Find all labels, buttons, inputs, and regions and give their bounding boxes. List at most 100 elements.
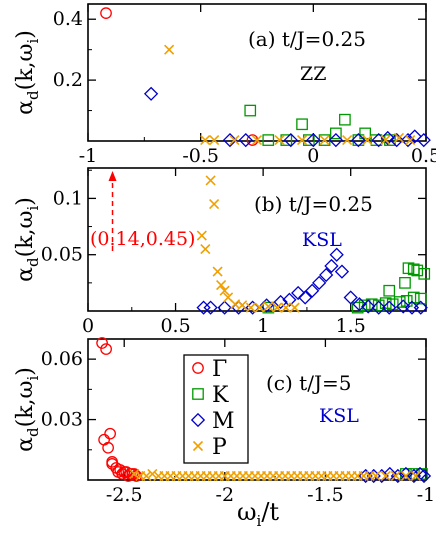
data-point-k-4 xyxy=(302,134,315,146)
data-point-k-10 xyxy=(370,134,383,146)
data-point-gamma-13 xyxy=(128,468,141,480)
x-tick-label: 0 xyxy=(307,145,319,167)
data-point-k-14 xyxy=(399,277,411,289)
data-point-gamma-3 xyxy=(104,427,116,440)
annotation-arrow-head xyxy=(108,171,117,181)
panel-b: 0 0.5 1 1.5 0.05 0.1 αd(k,ωi) (b) t/J=0.25 KSL (0… xyxy=(13,167,431,337)
data-point-p-0 xyxy=(196,230,207,241)
y-tick-label: 0.1 xyxy=(53,187,83,209)
data-point-m-20 xyxy=(382,300,397,315)
panel-tag: KSL xyxy=(319,405,359,427)
data-point-p-2 xyxy=(141,470,152,482)
data-point-m-8 xyxy=(416,468,432,484)
data-point-p-0 xyxy=(164,44,175,55)
data-point-p-2 xyxy=(209,135,220,146)
data-point-gamma-1 xyxy=(100,343,112,355)
data-point-k-13 xyxy=(411,264,424,277)
data-point-gamma-14 xyxy=(122,470,135,482)
data-point-m-6 xyxy=(273,294,288,310)
data-point-k-legend xyxy=(192,388,204,400)
y-axis-label-part-3: i xyxy=(24,39,42,44)
x-tick-label: 0 xyxy=(82,315,94,337)
x-tick-label: 0.5 xyxy=(411,145,436,167)
data-point-p-12 xyxy=(263,301,274,312)
x-tick-label: 1.5 xyxy=(336,315,366,337)
data-point-gamma-17 xyxy=(130,470,143,482)
y-axis-label-part-3: i xyxy=(24,376,42,381)
data-point-m-5 xyxy=(328,132,343,148)
x-tick-label: -1 xyxy=(79,145,98,167)
data-point-m-legend xyxy=(190,412,206,428)
y-axis-label-part-0: α xyxy=(13,267,38,282)
panel-a: -1 -0.5 0 0.5 0.2 0.4 αd(k,ωi) (a) t/J=0.25 ZZ xyxy=(13,3,436,167)
panel-tag: ZZ xyxy=(300,63,326,85)
data-point-m-2 xyxy=(217,300,232,315)
data-point-m-10 xyxy=(305,283,320,298)
data-point-p-9 xyxy=(237,300,248,311)
data-point-p-9 xyxy=(362,135,373,146)
data-point-p-15 xyxy=(289,302,300,313)
x-tick-label: -1 xyxy=(417,484,436,506)
y-axis-label-part-1: d xyxy=(24,257,42,267)
x-axis-label-tail: /t xyxy=(261,498,279,526)
data-point-m-17 xyxy=(352,297,367,312)
data-point-p-41 xyxy=(380,470,391,482)
panel-label: (a) t/J=0.25 xyxy=(248,27,366,51)
data-point-p-0 xyxy=(129,468,140,480)
legend-label: P xyxy=(212,435,227,460)
y-axis-label-part-2: (k,ω xyxy=(13,381,38,428)
data-point-m-4 xyxy=(306,132,321,148)
data-point-m-15 xyxy=(334,264,350,279)
data-point-m-8 xyxy=(380,130,395,146)
y-axis-label-part-4: ) xyxy=(13,30,38,39)
data-point-m-0 xyxy=(196,300,211,315)
y-axis-label-part-3: i xyxy=(24,206,42,211)
x-axis-label-sub: i xyxy=(257,512,262,530)
data-point-gamma-2 xyxy=(98,433,110,446)
legend-label: K xyxy=(212,383,229,408)
y-axis-label-part-1: d xyxy=(24,90,42,100)
y-axis-label-part-0: α xyxy=(13,437,38,452)
data-point-gamma-legend xyxy=(192,362,204,374)
data-point-k-16 xyxy=(383,284,396,297)
y-axis-label: αd(k,ωi) xyxy=(13,367,42,452)
plot-frame xyxy=(87,3,427,142)
y-tick-label: 0.2 xyxy=(53,69,83,91)
data-point-m-11 xyxy=(407,129,422,144)
x-tick-label: 1 xyxy=(257,315,269,337)
y-axis-label-text: αd(k,ωi) xyxy=(13,30,42,115)
data-point-gamma-4 xyxy=(102,441,114,454)
data-point-k-0 xyxy=(400,468,412,480)
data-point-m-13 xyxy=(324,258,339,274)
data-point-p-4 xyxy=(212,266,223,277)
legend-label: M xyxy=(212,409,235,434)
data-point-m-11 xyxy=(312,275,327,290)
y-axis-label-text: αd(k,ωi) xyxy=(13,197,42,282)
data-point-m-0 xyxy=(143,86,159,101)
data-point-m-12 xyxy=(416,132,431,148)
data-point-gamma-6 xyxy=(106,458,118,470)
data-point-m-3 xyxy=(283,132,298,148)
data-point-m-19 xyxy=(371,300,386,315)
panel-tag: KSL xyxy=(302,229,342,251)
data-point-m-21 xyxy=(396,299,411,314)
data-point-m-23 xyxy=(413,300,428,315)
data-point-k-8 xyxy=(352,134,365,146)
data-point-p-42 xyxy=(390,470,401,482)
y-axis-label-part-1: d xyxy=(24,427,42,437)
data-point-p-12 xyxy=(405,135,416,146)
data-point-p-11 xyxy=(393,132,405,144)
data-point-m-6 xyxy=(351,132,366,148)
data-point-p-40 xyxy=(370,470,381,482)
data-point-p-43 xyxy=(400,470,411,482)
data-point-p-7 xyxy=(319,135,330,146)
x-tick-label: -2.5 xyxy=(106,484,143,506)
panel-label: (c) t/J=5 xyxy=(266,371,351,395)
data-point-p-2 xyxy=(205,175,216,186)
data-point-m-1 xyxy=(222,132,238,148)
y-tick-label: 0.4 xyxy=(53,8,83,30)
x-axis-label: ωi/t xyxy=(237,498,279,530)
data-point-gamma-0 xyxy=(96,337,108,349)
